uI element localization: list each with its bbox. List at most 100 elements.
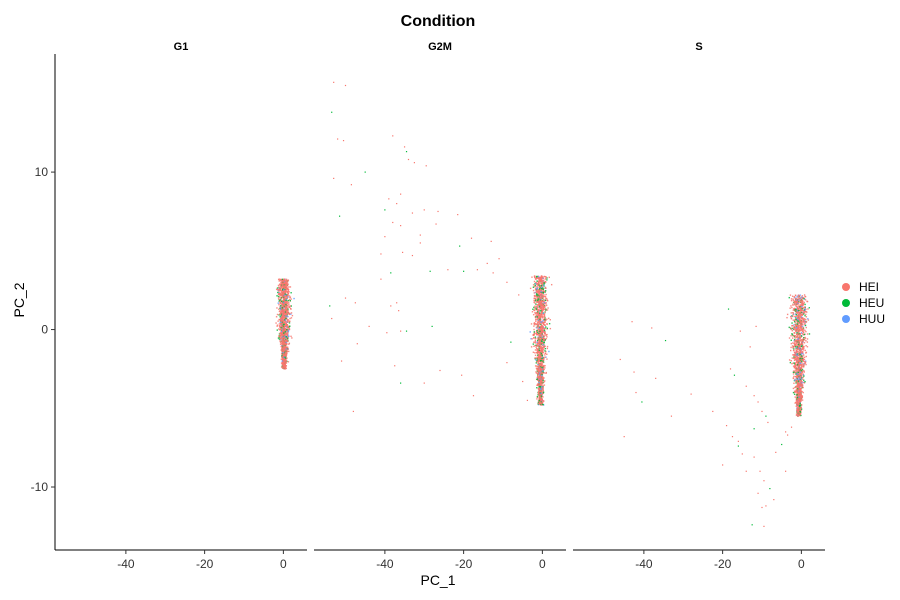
data-point [539,323,541,325]
data-point [540,394,542,397]
data-point [802,363,804,366]
data-point [278,325,281,327]
data-point [286,281,289,283]
data-point [280,334,282,336]
data-point [283,327,285,330]
data-point [800,383,803,386]
data-point [798,364,800,367]
data-point [540,352,543,355]
data-point [797,345,800,347]
data-point [544,338,547,340]
data-point [800,395,803,397]
data-point [799,402,801,405]
data-point [539,385,541,388]
data-point [537,391,540,394]
data-point [283,288,285,290]
data-point [286,352,288,355]
data-point [540,363,543,365]
data-point [536,356,538,359]
data-point [535,295,537,298]
data-point [544,324,546,326]
data-point [802,360,805,363]
data-point [281,285,283,288]
data-point [792,365,795,367]
data-point [542,322,545,325]
data-point [531,276,533,278]
data-point [799,378,802,381]
data-point [804,299,807,301]
data-point [542,302,544,305]
data-point [537,325,539,328]
data-point [802,296,805,299]
data-point [544,367,546,369]
data-point [282,353,285,356]
data-point [537,379,540,381]
data-point [729,368,732,370]
data-point [280,335,283,337]
data-point [541,358,543,361]
data-point [800,357,802,360]
data-point [796,335,798,338]
data-point [797,332,800,334]
data-point [796,394,798,397]
data-point [535,314,538,316]
data-point [538,341,540,344]
data-point [540,284,542,287]
data-point [539,403,542,405]
data-point [797,396,800,398]
data-point [288,343,290,345]
data-point [796,326,799,328]
data-point [798,324,801,327]
data-point [286,287,289,290]
data-point [799,357,801,360]
data-point [804,381,806,383]
data-point [539,401,541,403]
data-point [282,334,284,337]
data-point [546,336,548,338]
data-point [538,370,541,372]
data-point [518,294,520,296]
data-point [542,357,544,360]
data-point [799,337,801,339]
data-point [280,330,283,333]
data-point [286,308,288,311]
data-point [803,297,805,300]
data-point [805,318,807,321]
data-point [411,254,414,257]
data-point [542,305,544,307]
data-point [795,345,797,348]
data-point [425,165,427,167]
data-point [288,326,290,328]
data-point [798,354,800,357]
data-point [793,320,796,323]
data-point [541,277,543,280]
data-point [799,326,801,329]
data-point [541,367,544,370]
data-point [797,386,800,389]
data-point [278,294,281,296]
data-point [283,319,286,321]
data-point [398,310,400,312]
data-point [285,326,288,328]
data-point [801,399,804,401]
data-point [799,386,801,388]
data-point [284,322,286,324]
data-point [802,318,804,320]
data-point [798,396,801,398]
data-point [535,294,538,296]
data-point [790,360,792,362]
data-point [333,177,335,179]
data-point [541,276,544,279]
data-point [792,309,795,311]
data-point [798,382,801,385]
data-point [282,316,284,318]
data-point [287,321,289,323]
data-point [541,328,544,330]
data-point [280,308,282,311]
data-point [801,317,804,319]
x-tick-label: -40 [635,557,653,571]
data-point [796,368,798,371]
data-point [541,380,543,383]
data-point [543,377,545,379]
data-point [535,307,537,309]
